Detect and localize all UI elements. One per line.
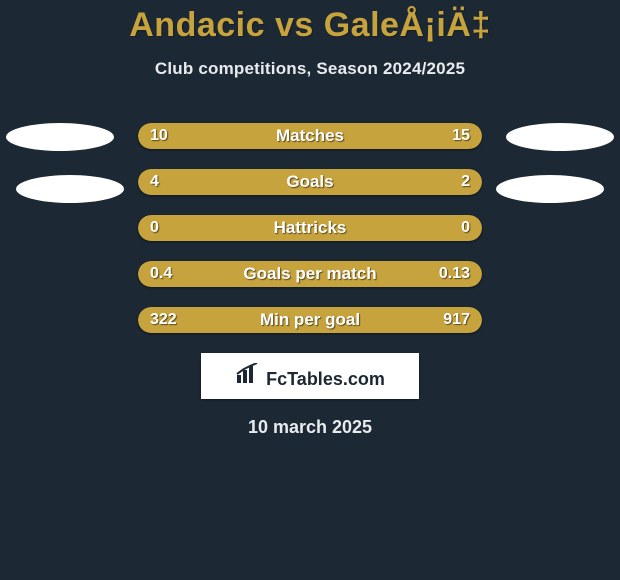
logo-text: FcTables.com <box>266 369 385 390</box>
stat-row-goals: 4 Goals 2 <box>0 169 620 197</box>
date-line: 10 march 2025 <box>0 417 620 438</box>
bar-fill <box>138 261 482 287</box>
comparison-infographic: Andacic vs GaleÅ¡iÄ‡ Club competitions, … <box>0 0 620 580</box>
bar-fill <box>138 169 482 195</box>
page-subtitle: Club competitions, Season 2024/2025 <box>0 59 620 79</box>
logo-inner: FcTables.com <box>235 363 385 390</box>
stat-row-hattricks: 0 Hattricks 0 <box>0 215 620 243</box>
stat-bar <box>138 307 482 333</box>
page-title: Andacic vs GaleÅ¡iÄ‡ <box>0 0 620 45</box>
stat-row-goals-per-match: 0.4 Goals per match 0.13 <box>0 261 620 289</box>
stat-bar <box>138 215 482 241</box>
logo-chart-icon <box>235 363 266 390</box>
stat-row-min-per-goal: 322 Min per goal 917 <box>0 307 620 335</box>
bar-fill <box>138 307 482 333</box>
fctables-logo: FcTables.com <box>201 353 419 399</box>
stat-bar <box>138 261 482 287</box>
stats-area: 10 Matches 15 4 Goals 2 0 Hattricks 0 0.… <box>0 123 620 335</box>
bar-fill <box>138 123 482 149</box>
bar-fill <box>138 215 482 241</box>
stat-row-matches: 10 Matches 15 <box>0 123 620 151</box>
stat-bar <box>138 169 482 195</box>
stat-bar <box>138 123 482 149</box>
